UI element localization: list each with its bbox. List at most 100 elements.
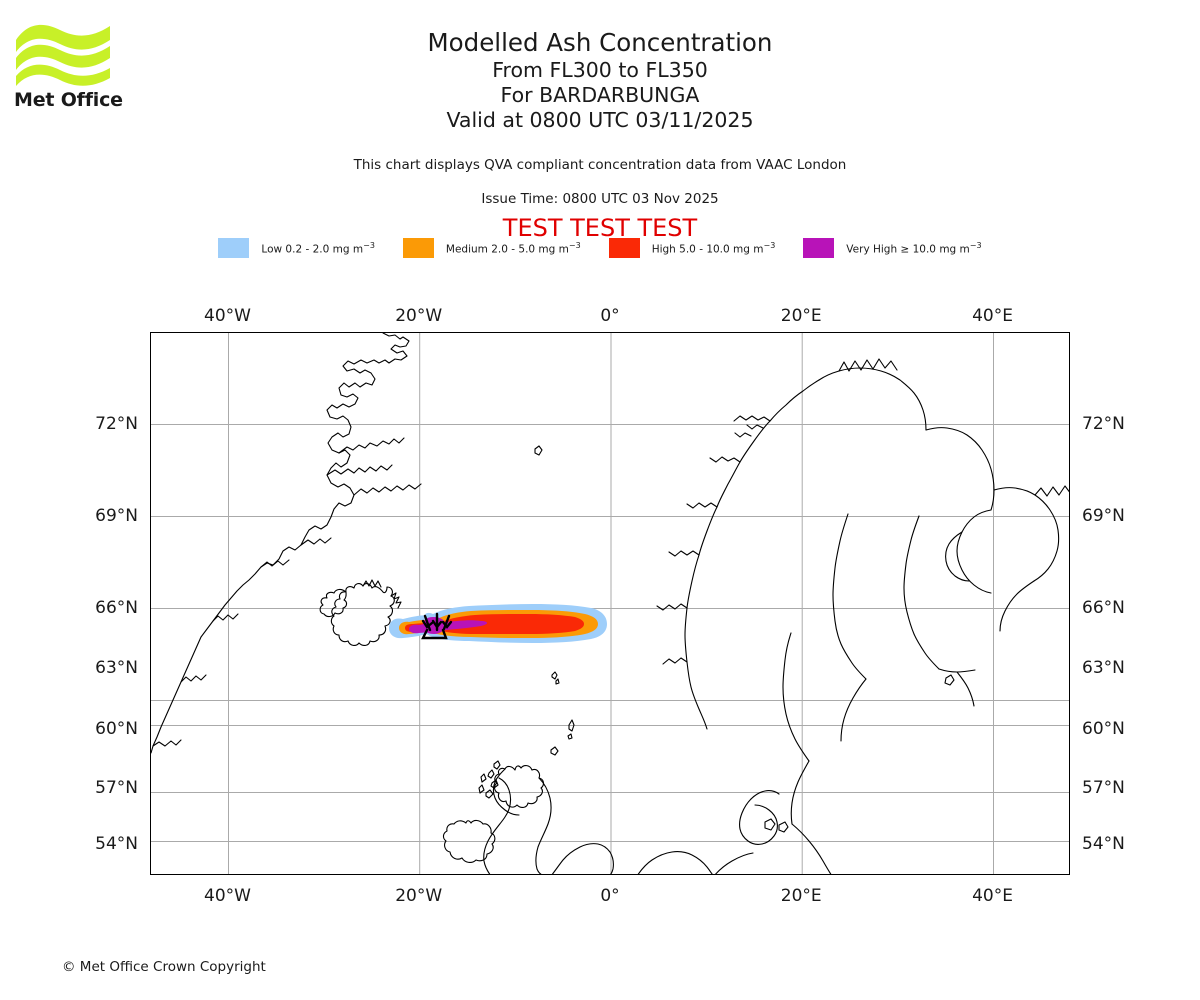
met-office-wave-icon <box>16 24 110 86</box>
coast-iceland-north-jag <box>362 579 382 588</box>
lat-tick-right-6: 54°N <box>1082 833 1125 854</box>
met-office-logo-text: Met Office <box>14 89 123 111</box>
legend-label-medium: Medium 2.0 - 5.0 mg m−3 <box>445 240 581 256</box>
coast-baltic-polish <box>791 823 832 874</box>
legend-label-very-high: Very High ≥ 10.0 mg m−3 <box>846 240 982 256</box>
coast-norway-arctic-jag <box>838 358 898 372</box>
legend-label-low: Low 0.2 - 2.0 mg m−3 <box>261 240 375 256</box>
coast-scotland-west <box>492 768 520 816</box>
coast-germany-coast <box>715 852 754 874</box>
coast-white-sea <box>956 509 992 594</box>
coast-iceland <box>330 583 395 646</box>
coast-norway-north <box>818 367 927 431</box>
coast-norway-fjords <box>656 415 771 665</box>
volcano-symbol-icon <box>421 612 453 640</box>
lat-tick-left-2: 66°N <box>95 597 138 618</box>
lat-tick-right-4: 60°N <box>1082 718 1125 739</box>
coast-greenland-cape-d <box>180 674 207 683</box>
ash-contour-high <box>435 614 584 634</box>
coast-baltic-south <box>840 678 867 742</box>
coast-jutland-north <box>750 790 780 800</box>
coast-greenland-inlet-1 <box>326 464 393 476</box>
copyright-notice: © Met Office Crown Copyright <box>62 959 266 975</box>
lat-tick-right-1: 69°N <box>1082 505 1125 526</box>
lon-tick-bottom-3: 20°E <box>780 886 822 906</box>
coast-hebrides <box>478 773 487 794</box>
test-banner: TEST TEST TEST <box>502 214 698 242</box>
ash-concentration-map: 40°W 20°W 0° 20°E 40°E 40°W 20°W 0° 20°E… <box>95 306 1125 906</box>
lat-tick-left-0: 72°N <box>95 413 138 434</box>
lat-tick-right-5: 57°N <box>1082 777 1125 798</box>
issue-time: Issue Time: 0800 UTC 03 Nov 2025 <box>481 191 719 207</box>
coast-bothnia-east <box>903 515 940 670</box>
lat-tick-left-6: 54°N <box>95 833 138 854</box>
coast-russia-south <box>999 580 1035 632</box>
coast-estonia <box>956 671 975 707</box>
coast-baltic-islands <box>944 674 955 686</box>
coast-norway-west <box>684 379 820 730</box>
legend-item-medium: Medium 2.0 - 5.0 mg m−3 <box>402 238 581 258</box>
legend-item-low: Low 0.2 - 2.0 mg m−3 <box>218 238 375 258</box>
coast-greenland-cape-b <box>260 559 290 568</box>
map-frame <box>150 332 1070 875</box>
coast-orkney <box>550 746 559 756</box>
coast-iceland-nw-fjords <box>319 588 348 618</box>
coast-bothnia-west <box>832 513 867 680</box>
coast-great-britain <box>494 765 544 808</box>
lon-tick-top-3: 20°E <box>780 306 822 326</box>
legend-swatch-low <box>218 238 250 258</box>
coast-norway-lofoten <box>734 424 764 438</box>
coast-faroes <box>551 671 560 685</box>
coast-sweden-south <box>790 760 810 825</box>
coast-shetland <box>567 719 575 740</box>
legend-swatch-high <box>608 238 640 258</box>
coast-russia-ne <box>1034 485 1069 497</box>
lat-tick-right-0: 72°N <box>1082 413 1125 434</box>
coast-greenland-peninsula <box>353 483 422 496</box>
coast-britain-main <box>483 777 614 874</box>
coast-greenland-south-tip <box>152 739 182 747</box>
legend-label-high: High 5.0 - 10.0 mg m−3 <box>651 240 776 256</box>
lon-tick-bottom-4: 40°E <box>972 886 1013 906</box>
lat-tick-right-2: 66°N <box>1082 597 1125 618</box>
coast-sweden-east <box>782 632 810 762</box>
coast-continent-nw <box>637 851 713 874</box>
lon-tick-top-2: 0° <box>600 306 620 326</box>
lon-tick-top-1: 20°W <box>395 306 443 326</box>
concentration-legend: Low 0.2 - 2.0 mg m−3 Medium 2.0 - 5.0 mg… <box>0 238 1200 258</box>
coast-denmark-isles <box>764 818 789 833</box>
coast-greenland-cape-c <box>212 613 239 622</box>
coastlines <box>151 333 1069 874</box>
lon-tick-bottom-1: 20°W <box>395 886 443 906</box>
lat-tick-right-3: 63°N <box>1082 657 1125 678</box>
lon-tick-top-0: 40°W <box>204 306 251 326</box>
lon-tick-bottom-2: 0° <box>600 886 620 906</box>
lat-tick-left-4: 60°N <box>95 718 138 739</box>
coast-denmark <box>739 798 778 845</box>
coast-greenland-fjords <box>338 437 405 454</box>
legend-swatch-very-high <box>803 238 835 258</box>
ash-plume-contours <box>389 604 607 643</box>
coast-kola-peninsula <box>925 427 995 511</box>
ash-contour-very-high-core <box>423 617 445 634</box>
coast-scotland-isles <box>485 760 501 799</box>
coast-greenland <box>151 333 410 754</box>
map-canvas <box>151 333 1069 874</box>
lat-tick-left-5: 57°N <box>95 777 138 798</box>
coast-iceland-east-jag <box>390 592 402 609</box>
lon-tick-top-4: 40°E <box>972 306 1013 326</box>
legend-swatch-medium <box>402 238 434 258</box>
coast-russia-east <box>993 487 1060 582</box>
lon-tick-bottom-0: 40°W <box>204 886 251 906</box>
met-office-logo: Met Office <box>14 18 204 114</box>
qva-note: This chart displays QVA compliant concen… <box>353 157 847 173</box>
coast-jan-mayen <box>534 445 543 456</box>
legend-item-high: High 5.0 - 10.0 mg m−3 <box>608 238 776 258</box>
map-gridlines <box>151 333 1069 874</box>
coast-ireland <box>442 819 496 863</box>
coast-greenland-cape-a <box>300 537 332 546</box>
lat-tick-left-3: 63°N <box>95 657 138 678</box>
legend-item-very-high: Very High ≥ 10.0 mg m−3 <box>803 238 982 258</box>
lat-tick-left-1: 69°N <box>95 505 138 526</box>
coast-white-sea-inner <box>945 531 970 582</box>
